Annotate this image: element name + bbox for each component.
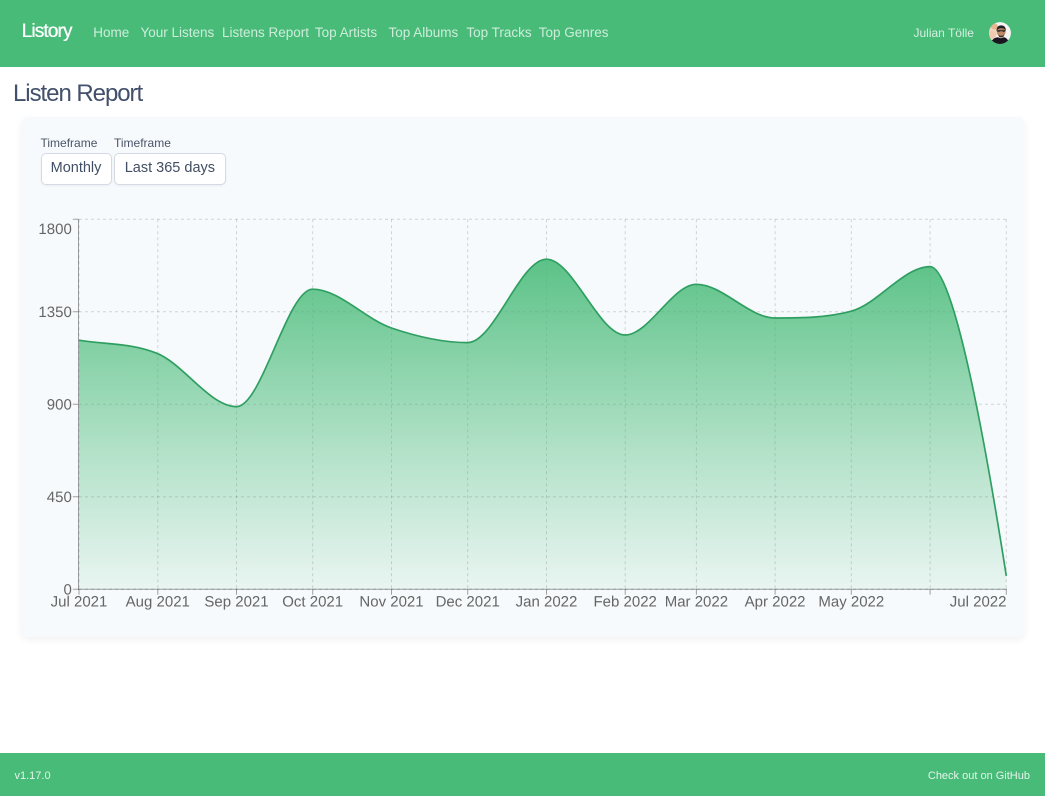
svg-text:Jul 2021: Jul 2021 — [51, 593, 108, 610]
svg-text:Apr 2022: Apr 2022 — [745, 593, 806, 610]
svg-text:Nov 2021: Nov 2021 — [359, 593, 423, 610]
svg-text:May 2022: May 2022 — [818, 593, 884, 610]
svg-text:Sep 2021: Sep 2021 — [204, 593, 268, 610]
svg-text:1350: 1350 — [38, 304, 71, 321]
svg-text:1800: 1800 — [38, 221, 71, 238]
svg-text:Mar 2022: Mar 2022 — [665, 593, 728, 610]
svg-text:Jul 2022: Jul 2022 — [950, 593, 1007, 610]
svg-text:Aug 2021: Aug 2021 — [126, 593, 190, 610]
svg-text:0: 0 — [63, 582, 71, 599]
svg-text:900: 900 — [47, 397, 72, 414]
svg-text:Jan 2022: Jan 2022 — [516, 593, 578, 610]
svg-text:Oct 2021: Oct 2021 — [282, 593, 343, 610]
svg-text:Dec 2021: Dec 2021 — [436, 593, 500, 610]
svg-text:Feb 2022: Feb 2022 — [594, 593, 657, 610]
svg-text:450: 450 — [47, 489, 72, 506]
